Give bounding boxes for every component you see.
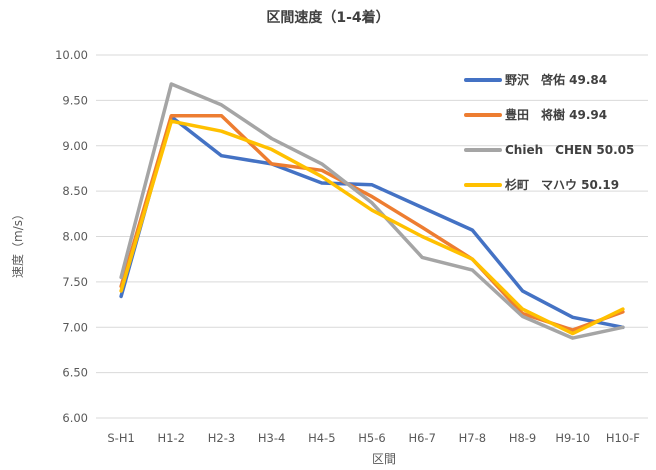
y-tick-label: 10.00 [55, 48, 88, 62]
series-line-3 [119, 82, 625, 340]
legend: 野沢 啓佑 49.84 豊田 将樹 49.94 Chieh CHEN 50.05 杉町… [464, 72, 634, 192]
x-axis-label: 区間 [372, 452, 396, 466]
y-axis-ticks: 6.00 6.50 7.00 7.50 8.00 8.50 9.00 9.50 10.00 [55, 48, 88, 425]
series-line-4 [119, 119, 625, 336]
y-tick-label: 6.00 [62, 411, 88, 425]
x-tick-label: H3-4 [258, 431, 285, 445]
gridlines [96, 54, 648, 419]
x-tick-label: H6-7 [408, 431, 435, 445]
y-axis-label: 速度（m/s） [10, 208, 25, 278]
x-tick-label: H8-9 [509, 431, 536, 445]
y-tick-label: 7.50 [62, 275, 88, 289]
x-tick-label: H1-2 [158, 431, 185, 445]
legend-label: 豊田 将樹 49.94 [505, 107, 607, 122]
x-tick-label: S-H1 [107, 431, 134, 445]
y-tick-label: 7.00 [62, 320, 88, 334]
x-tick-label: H7-8 [459, 431, 486, 445]
y-tick-label: 8.50 [62, 184, 88, 198]
y-tick-label: 9.00 [62, 139, 88, 153]
chart-title: 区間速度（1-4着） [266, 9, 389, 26]
series-line-1 [119, 114, 625, 330]
y-tick-label: 6.50 [62, 366, 88, 380]
x-tick-label: H4-5 [308, 431, 335, 445]
x-tick-label: H2-3 [208, 431, 235, 445]
legend-label: 杉町 マハウ 50.19 [505, 177, 619, 192]
y-tick-label: 8.00 [62, 230, 88, 244]
y-tick-label: 9.50 [62, 93, 88, 107]
x-tick-label: H9-10 [555, 431, 590, 445]
legend-label: Chieh CHEN 50.05 [505, 143, 634, 157]
x-tick-label: H5-6 [358, 431, 385, 445]
series-lines [119, 82, 625, 340]
x-axis-ticks: S-H1 H1-2 H2-3 H3-4 H4-5 H5-6 H6-7 H7-8 H8-9 H9-1… [107, 431, 640, 445]
legend-label: 野沢 啓佑 49.84 [505, 72, 607, 87]
x-tick-label: H10-F [606, 431, 640, 445]
